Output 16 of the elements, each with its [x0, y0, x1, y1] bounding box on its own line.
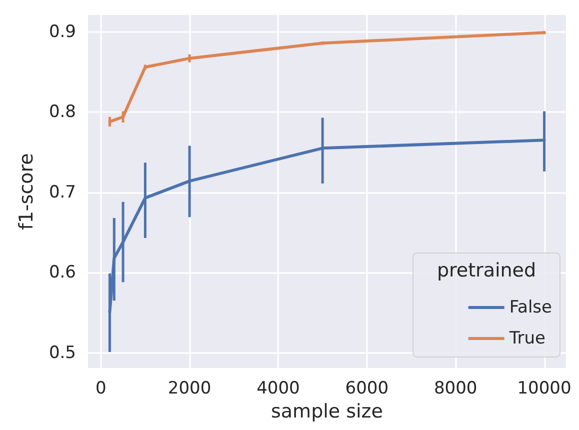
x-tick-label: 0: [95, 378, 106, 398]
y-tick-label: 0.9: [48, 22, 76, 42]
x-tick-label: 2000: [168, 378, 212, 398]
y-tick-label: 0.6: [48, 262, 76, 283]
x-tick-label: 10000: [517, 378, 572, 398]
y-axis-title: f1-score: [16, 153, 38, 230]
x-tick-label: 4000: [256, 378, 300, 398]
y-tick-label: 0.7: [48, 182, 76, 202]
legend-label: True: [508, 328, 546, 348]
legend-title: pretrained: [436, 260, 536, 282]
y-tick-label: 0.8: [48, 102, 76, 122]
x-tick-label: 6000: [345, 378, 389, 398]
x-axis-title: sample size: [271, 400, 383, 422]
legend-label: False: [509, 298, 552, 318]
y-tick-label: 0.5: [48, 342, 76, 363]
x-tick-label: 8000: [434, 378, 478, 398]
